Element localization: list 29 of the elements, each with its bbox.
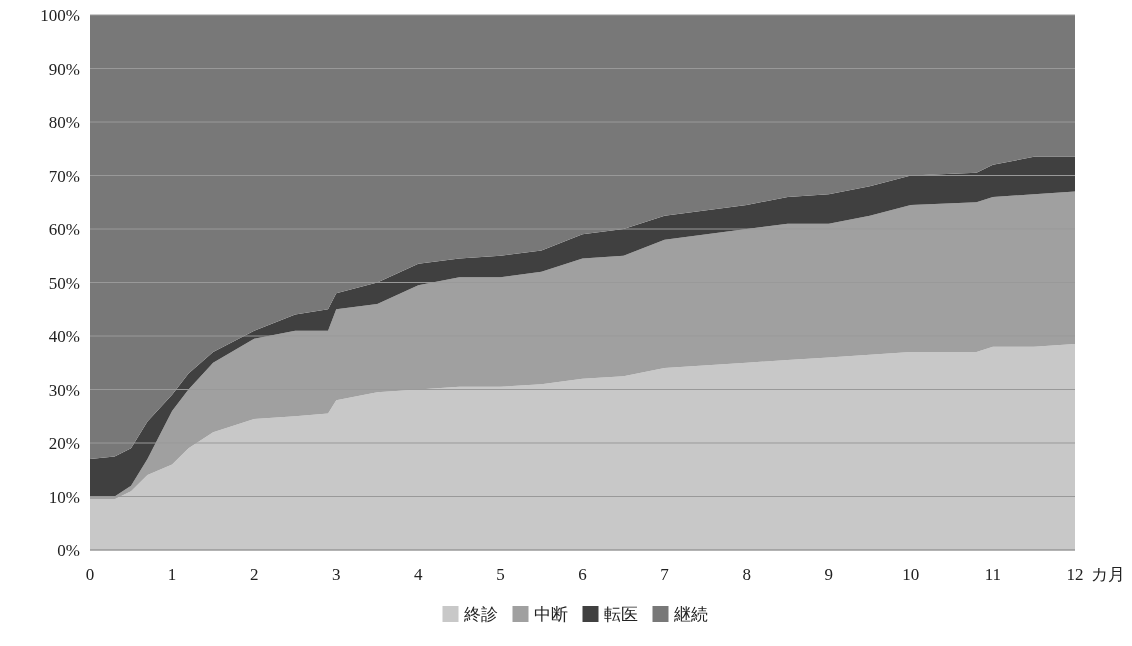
x-tick-label: 5 <box>496 565 505 584</box>
y-tick-label: 0% <box>57 541 80 560</box>
y-tick-label: 90% <box>48 59 80 79</box>
x-tick-label: 6 <box>578 565 587 584</box>
legend-label: 継続 <box>672 604 708 624</box>
x-tick-label: 10 <box>902 565 920 584</box>
x-tick-label: 11 <box>984 565 1002 584</box>
x-tick-label: 8 <box>742 565 751 584</box>
x-tick-label: 1 <box>167 565 177 584</box>
legend-label: 中断 <box>533 604 568 624</box>
legend-label: 終診 <box>462 604 498 624</box>
y-tick-label: 60% <box>48 220 80 239</box>
x-tick-label: 4 <box>414 565 424 584</box>
y-tick-label: 30% <box>48 380 80 400</box>
y-tick-label: 40% <box>48 327 80 346</box>
x-tick-label: 3 <box>332 565 341 584</box>
x-tick-label: 0 <box>85 565 95 584</box>
y-tick-label: 10% <box>48 487 80 507</box>
y-tick-label: 100% <box>40 6 80 25</box>
x-tick-label: 7 <box>660 565 670 584</box>
x-tick-label: 12 <box>1066 565 1084 584</box>
y-tick-label: 80% <box>48 113 80 132</box>
y-tick-label: 20% <box>48 434 80 453</box>
x-tick-label: 9 <box>824 565 833 584</box>
y-tick-label: 50% <box>48 273 80 293</box>
x-tick-label: 2 <box>249 565 259 584</box>
legend-label: 転医 <box>603 604 638 624</box>
x-axis-title: カ月 <box>1091 564 1125 584</box>
y-tick-label: 70% <box>48 166 80 186</box>
